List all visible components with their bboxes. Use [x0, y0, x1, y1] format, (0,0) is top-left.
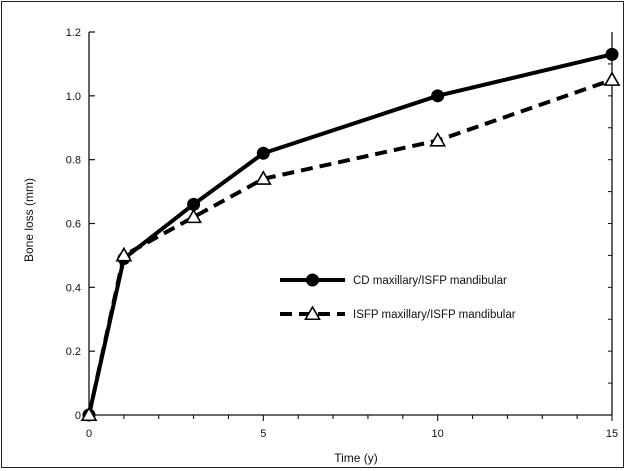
x-tick-label: 5 — [260, 428, 266, 440]
series-line — [87, 52, 613, 416]
legend-label: ISFP maxillary/ISFP mandibular — [353, 309, 516, 321]
legend-entry-2: ISFP maxillary/ISFP mandibular — [280, 305, 516, 321]
legend-entry-1: CD maxillary/ISFP mandibular — [280, 273, 507, 287]
axes: 0 0.2 0.4 0.6 0.8 1.0 1.2 0 5 10 15 — [66, 27, 618, 440]
y-tick-label: 0.6 — [66, 219, 81, 231]
data-point — [431, 89, 445, 103]
data-point — [605, 47, 619, 61]
series-layer — [80, 47, 621, 422]
data-point — [429, 131, 447, 147]
legend-label: CD maxillary/ISFP mandibular — [353, 275, 507, 287]
data-point — [603, 71, 621, 86]
y-tick-label: 0.2 — [66, 346, 81, 358]
data-point — [115, 246, 133, 262]
x-tick-label: 0 — [86, 428, 92, 440]
x-tick-label: 10 — [432, 428, 444, 440]
data-point — [304, 305, 321, 321]
y-tick-label: 0 — [75, 410, 81, 422]
data-point — [80, 406, 98, 422]
data-point — [256, 146, 270, 160]
legend: CD maxillary/ISFP mandibular ISFP maxilla… — [280, 273, 516, 321]
y-tick-label: 1.2 — [66, 27, 81, 39]
data-point — [254, 170, 272, 185]
data-point — [306, 273, 319, 287]
series-2 — [80, 71, 621, 422]
y-axis-label: Bone loss (mm) — [22, 178, 36, 262]
series-1 — [82, 47, 619, 422]
y-tick-label: 0.8 — [66, 155, 81, 167]
x-tick-label: 15 — [606, 428, 618, 440]
series-line — [87, 77, 613, 416]
y-tick-label: 0.4 — [66, 282, 81, 294]
x-axis-label: Time (y) — [334, 451, 378, 465]
y-tick-label: 1.0 — [66, 91, 81, 103]
data-point — [185, 208, 202, 224]
